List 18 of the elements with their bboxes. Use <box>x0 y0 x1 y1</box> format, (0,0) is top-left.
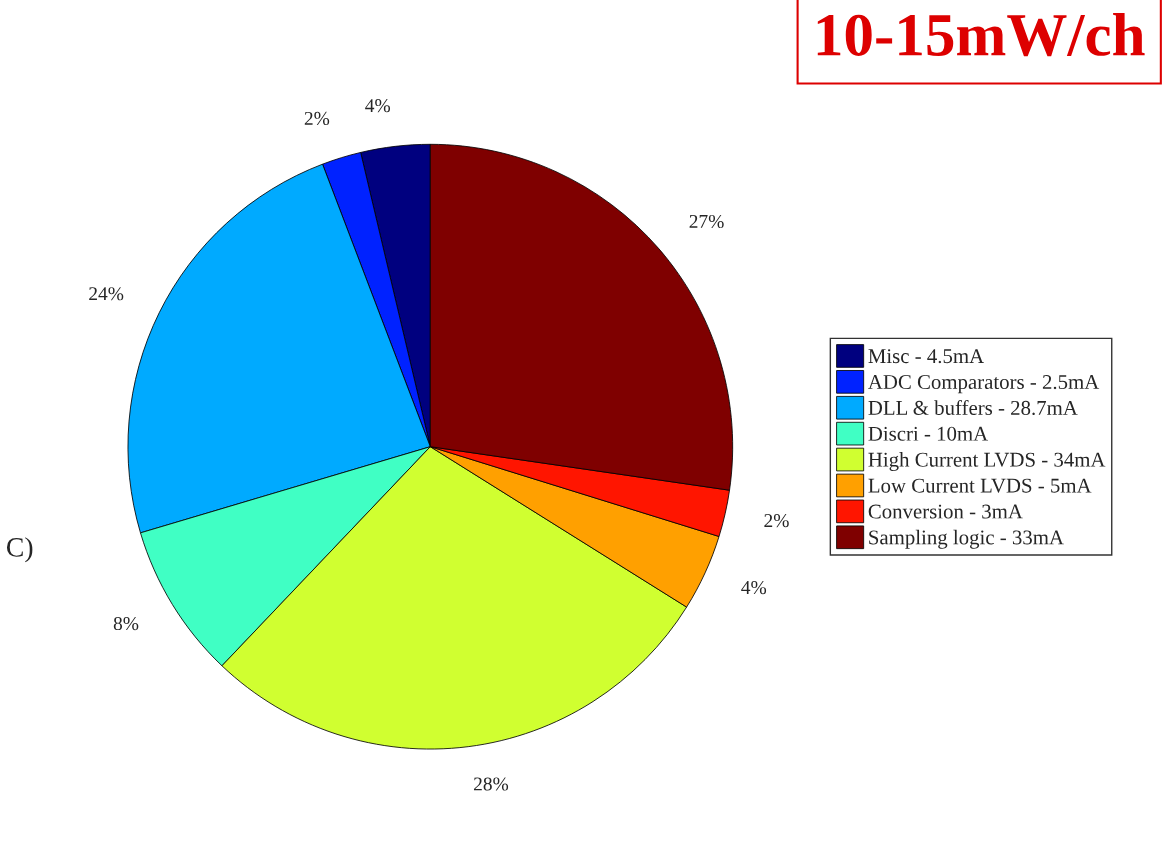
chart-title: 10-15mW/ch <box>817 12 1145 57</box>
data-label: 24% <box>89 287 124 301</box>
legend-label: ADC Comparators - 2.5mA <box>868 375 1100 394</box>
data-label: 2% <box>304 111 330 126</box>
data-label: 27% <box>689 214 724 229</box>
legend-label: Misc - 4.5mA <box>868 349 984 364</box>
legend-label: Low Current LVDS - 5mA <box>868 478 1092 493</box>
legend-label: Sampling logic - 33mA <box>869 529 1064 549</box>
legend-label: High Current LVDS - 34mA <box>868 452 1106 472</box>
legend-label: DLL & buffers - 28.7mA <box>868 400 1078 416</box>
data-label: 4% <box>365 99 391 113</box>
legend-label: Discri - 10mA <box>868 426 989 441</box>
data-label: 8% <box>113 616 139 631</box>
data-label: 2% <box>764 514 789 528</box>
data-label: 4% <box>741 580 767 595</box>
legend-label: Conversion - 3mA <box>868 504 1023 519</box>
data-label: 28% <box>473 777 509 791</box>
text: C) <box>6 537 33 563</box>
